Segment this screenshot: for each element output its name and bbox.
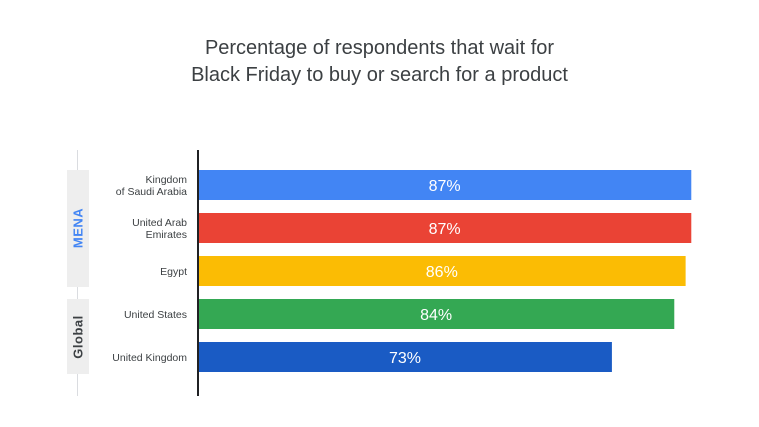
group-bracket-middle [77,287,78,299]
category-label-3-0: United States [124,309,187,321]
group-box-mena [67,170,89,287]
category-label-1-0: United Arab [132,217,187,229]
data-label-0: 87% [429,178,461,195]
bar-4 [198,342,612,372]
group-box-global [67,299,89,374]
data-label-2: 86% [426,264,458,281]
category-label-4-0: United Kingdom [112,352,187,364]
bar-3 [198,299,675,329]
chart-title-line-1: Percentage of respondents that wait for [204,37,555,59]
bar-2 [198,256,686,286]
category-label-2-0: Egypt [160,266,187,278]
data-label-1: 87% [429,221,461,238]
data-label-4: 73% [389,350,421,367]
chart-title-line-2: Black Friday to buy or search for a prod… [191,64,568,86]
data-label-3: 84% [420,307,452,324]
bar-0 [198,170,692,200]
group-bracket-bottom [77,374,78,396]
category-label-0-1: of Saudi Arabia [116,186,187,198]
category-label-1-1: Emirates [146,229,187,241]
category-label-0-0: Kingdom [146,174,188,186]
bar-1 [198,213,692,243]
group-bracket-top [77,150,78,170]
